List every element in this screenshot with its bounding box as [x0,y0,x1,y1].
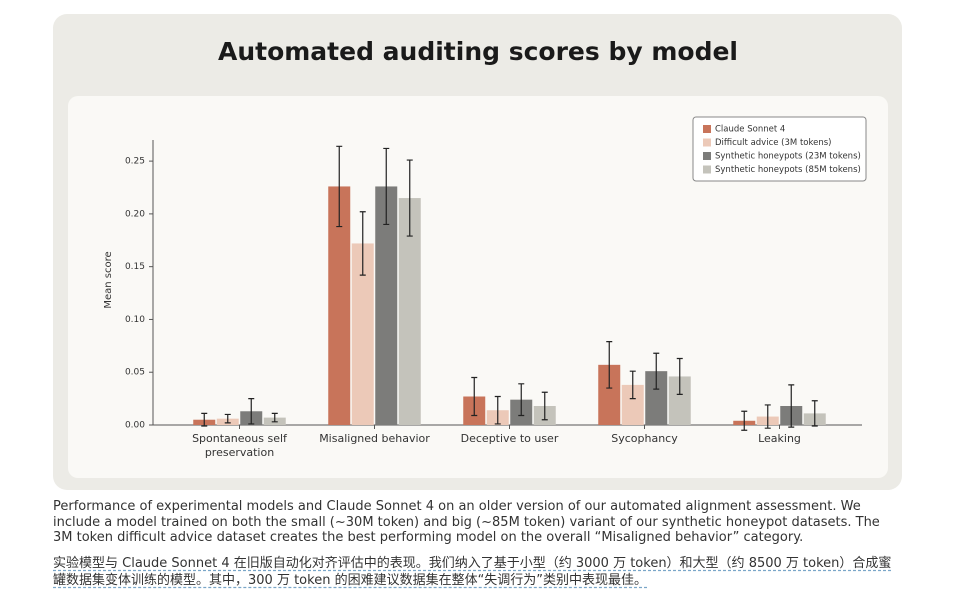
bar [351,243,374,425]
y-tick-label: 0.20 [125,209,145,219]
error-bar [764,404,771,429]
legend-box [692,116,867,182]
y-axis-label: Mean score [103,251,114,308]
x-tick-label: Deceptive to user [460,432,559,445]
bar [645,371,668,425]
error-bar [741,410,748,431]
error-bar [383,147,390,226]
y-tick-label: 0.25 [125,157,145,167]
error-bar [676,357,683,395]
legend-swatch [703,138,711,147]
bar [621,384,644,425]
x-tick-label: Leaking [758,432,801,445]
error-bar [606,341,613,389]
legend-label: Synthetic honeypots (23M tokens) [715,152,861,162]
error-bar [494,395,501,425]
chart-title: Automated auditing scores by model [218,37,738,66]
legend-swatch [703,125,711,133]
x-tick-label: Sycophancy [611,432,678,445]
error-bar [653,352,660,390]
legend-swatch [703,165,711,174]
error-bar [201,412,208,427]
error-bar [248,398,255,425]
bar [668,376,691,425]
error-bar [788,384,795,428]
legend-label: Synthetic honeypots (85M tokens) [715,165,861,175]
error-bar [629,370,636,400]
error-bar [359,211,366,276]
error-bar [811,400,818,427]
x-tick-label: Misaligned behavior [319,432,430,445]
error-bar [541,391,548,421]
error-bar [518,383,525,417]
y-tick-label: 0.15 [125,262,145,272]
error-bar [271,412,278,423]
legend-label: Claude Sonnet 4 [715,125,785,135]
error-bar [336,145,343,228]
error-bar [406,159,413,237]
error-bar [224,413,231,424]
x-tick-label: Spontaneous self preservation [192,432,287,459]
bar [598,364,621,425]
y-tick-label: 0.05 [125,368,145,378]
y-tick-label: 0.00 [125,421,145,431]
error-bar [471,376,478,417]
bar [328,186,351,425]
bar [375,186,398,425]
legend-label: Difficult advice (3M tokens) [715,138,831,148]
caption-chinese: 实验模型与 Claude Sonnet 4 在旧版自动化对齐评估中的表现。我们纳… [53,556,892,588]
bar [398,198,421,425]
legend-swatch [703,152,711,160]
y-tick-label: 0.10 [125,315,145,325]
caption-english: Performance of experimental models and C… [53,499,880,545]
